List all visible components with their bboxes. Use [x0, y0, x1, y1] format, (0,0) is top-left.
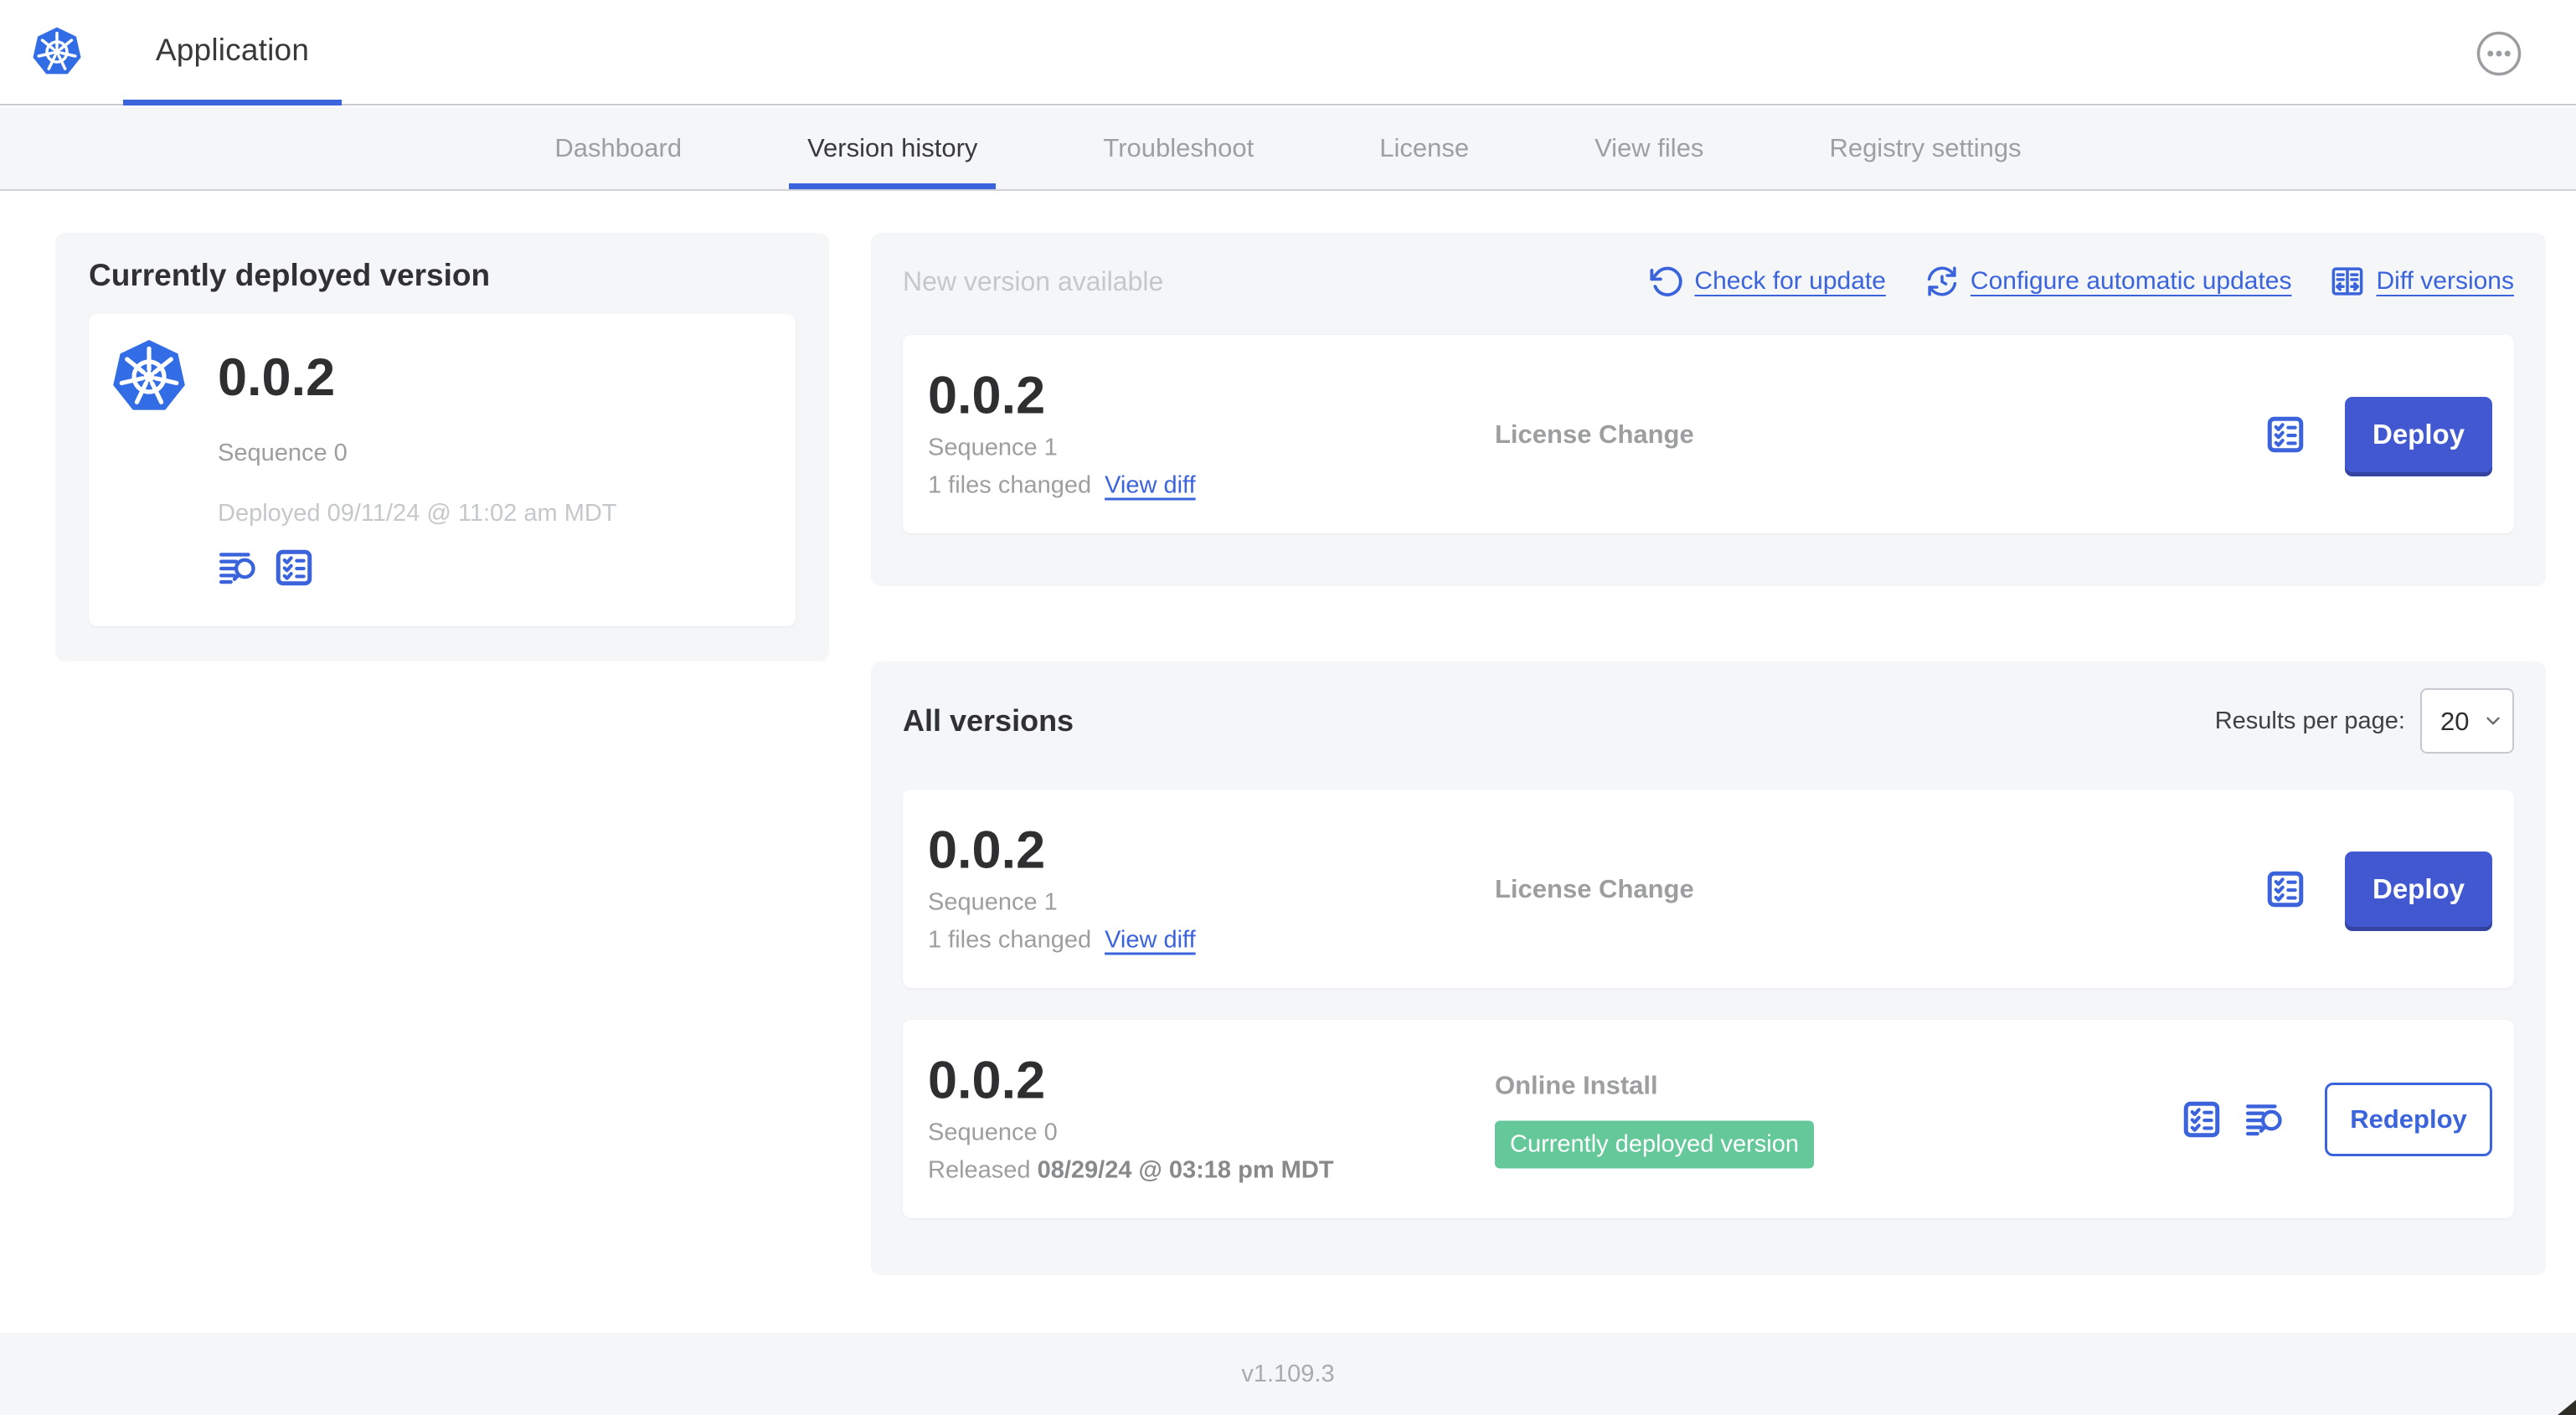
version-row: 0.0.2 Sequence 1 1 files changed View di…: [903, 790, 2514, 988]
currently-deployed-badge: Currently deployed version: [1495, 1120, 1814, 1168]
preflight-checklist-icon[interactable]: [2181, 1099, 2223, 1140]
refresh-icon: [1650, 266, 1683, 296]
view-diff-link[interactable]: View diff: [1105, 471, 1196, 498]
new-version-panel: New version available Check for update C…: [871, 233, 2546, 586]
kubernetes-logo-icon: [31, 25, 83, 76]
new-version-card: 0.0.2 Sequence 1 1 files changed View di…: [903, 335, 2514, 533]
configure-automatic-updates-link[interactable]: Configure automatic updates: [1924, 264, 2291, 299]
version-sequence: Sequence 0: [928, 1119, 1058, 1145]
version-sequence: Sequence 1: [928, 434, 1058, 461]
app-title-tab[interactable]: Application: [123, 0, 342, 105]
tab-dashboard[interactable]: Dashboard: [554, 133, 683, 162]
deploy-button[interactable]: Deploy: [2345, 851, 2492, 927]
results-per-page-label: Results per page:: [2214, 707, 2405, 734]
tab-view-files[interactable]: View files: [1595, 133, 1704, 162]
tab-troubleshoot[interactable]: Troubleshoot: [1103, 133, 1255, 162]
view-diff-link[interactable]: View diff: [1105, 926, 1196, 953]
more-options-button[interactable]: [2476, 30, 2522, 77]
diff-versions-link[interactable]: Diff versions: [2330, 264, 2514, 299]
version-row: 0.0.2 Sequence 0 Released 08/29/24 @ 03:…: [903, 1020, 2514, 1218]
nav-tabbar: Dashboard Version history Troubleshoot L…: [0, 107, 2576, 191]
diff-icon: [2332, 267, 2363, 296]
tab-license[interactable]: License: [1379, 133, 1470, 162]
app-footer: v1.109.3: [0, 1333, 2576, 1415]
deployed-version-number: 0.0.2: [218, 348, 336, 407]
deployed-timestamp: Deployed 09/11/24 @ 11:02 am MDT: [218, 500, 617, 527]
version-number: 0.0.2: [928, 366, 1046, 424]
version-source: License Change: [1495, 419, 1694, 449]
new-version-title: New version available: [903, 265, 1164, 296]
mouse-cursor-artifact: [2558, 1400, 2576, 1415]
released-timestamp: Released 08/29/24 @ 03:18 pm MDT: [928, 1156, 1334, 1183]
check-for-update-link[interactable]: Check for update: [1648, 264, 1886, 299]
console-version: v1.109.3: [1241, 1360, 1335, 1387]
app-title: Application: [155, 32, 310, 67]
files-changed: 1 files changed: [928, 926, 1092, 953]
currently-deployed-card: 0.0.2 Sequence 0 Deployed 09/11/24 @ 11:…: [89, 314, 796, 626]
version-sequence: Sequence 1: [928, 888, 1058, 915]
deploy-button[interactable]: Deploy: [2345, 396, 2492, 472]
kubernetes-app-icon: [109, 334, 189, 419]
files-changed: 1 files changed: [928, 471, 1092, 498]
schedule-update-icon: [1927, 266, 1957, 296]
version-number: 0.0.2: [928, 821, 1046, 879]
preflight-checklist-icon[interactable]: [273, 547, 315, 589]
currently-deployed-panel: Currently deployed version 0.0.2 Sequenc…: [55, 233, 829, 661]
tab-version-history[interactable]: Version history: [789, 107, 997, 189]
ellipsis-icon: [2476, 31, 2522, 76]
currently-deployed-title: Currently deployed version: [89, 258, 491, 292]
view-logs-icon[interactable]: [2244, 1099, 2286, 1140]
all-versions-panel: All versions Results per page: 20 0.0.2 …: [871, 661, 2546, 1275]
all-versions-title: All versions: [903, 703, 1074, 738]
tab-registry-settings[interactable]: Registry settings: [1829, 133, 2022, 162]
preflight-checklist-icon[interactable]: [2264, 868, 2306, 910]
view-logs-icon[interactable]: [218, 547, 260, 589]
app-header: Application: [0, 0, 2576, 105]
preflight-checklist-icon[interactable]: [2264, 414, 2306, 455]
results-per-page-select[interactable]: 20: [2420, 688, 2514, 754]
version-number: 0.0.2: [928, 1051, 1046, 1109]
version-source: Online Install: [1495, 1070, 1658, 1099]
redeploy-button[interactable]: Redeploy: [2325, 1082, 2492, 1156]
deployed-sequence: Sequence 0: [218, 440, 348, 466]
version-source: License Change: [1495, 873, 1694, 903]
